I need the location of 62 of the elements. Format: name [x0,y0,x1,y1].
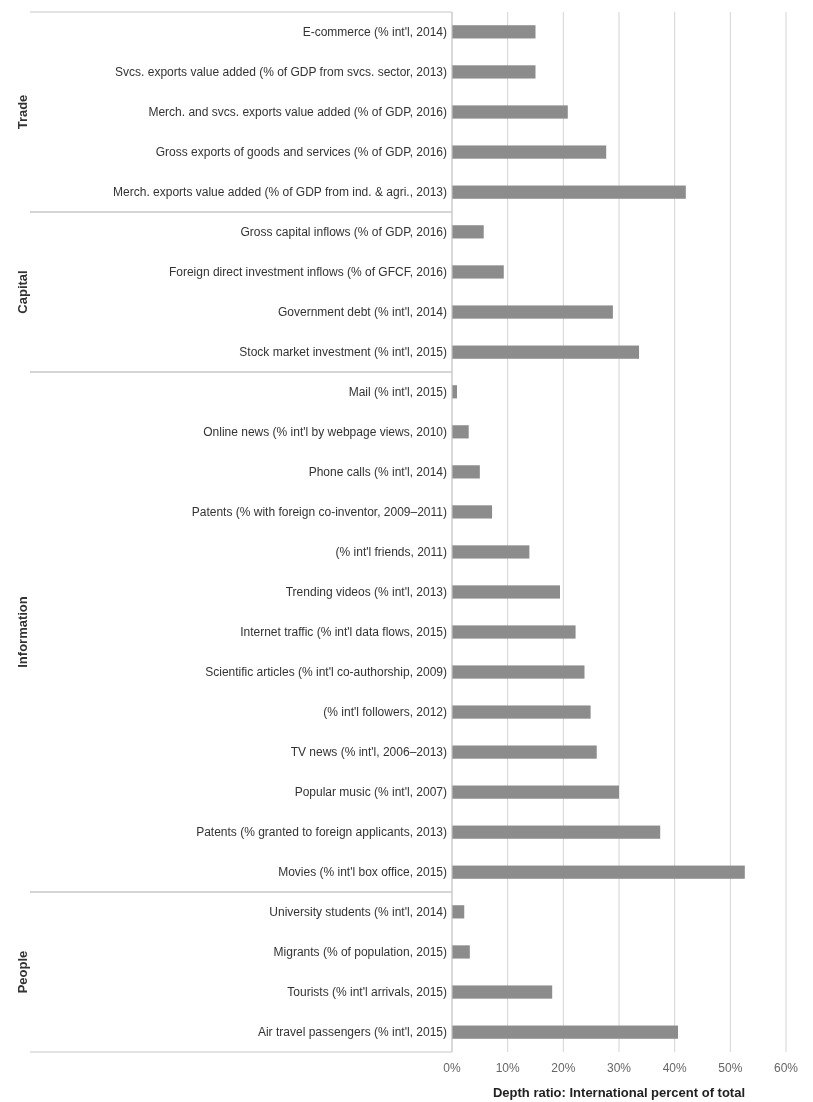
y-tick-label: Phone calls (% int'l, 2014) [308,465,447,480]
bar [452,945,470,959]
y-axis-title: People [14,950,30,994]
bar [452,225,484,239]
y-tick-label: Scientific articles (% int'l co-authorship, 2009) [205,665,447,680]
bar [452,705,591,719]
x-tick-label: 50% [718,1061,743,1075]
y-tick-label: (% int'l friends, 2011) [335,545,447,560]
y-tick-label: Merch. and svcs. exports value added (% of GDP, 2016) [148,105,447,120]
y-axis-title: Trade [14,94,30,130]
x-tick-label: 60% [773,1061,799,1075]
bar [452,265,504,279]
bar [452,985,553,999]
bar [452,1025,679,1039]
bar [452,545,530,559]
y-tick-label: Migrants (% of population, 2015) [273,945,447,960]
bar [452,345,640,359]
x-axis-title: Depth ratio: International percent of total [492,1085,746,1100]
bar [452,585,560,599]
bar [452,825,661,839]
bar [452,625,576,639]
y-tick-label: Stock market investment (% int'l, 2015) [239,345,447,360]
bar [452,25,536,39]
bar [452,65,536,79]
bar [452,745,597,759]
bar [452,465,480,479]
y-tick-label: Foreign direct investment inflows (% of GFCF, 2016) [168,265,447,280]
y-axis-title: Information [14,596,30,668]
bar [452,305,613,319]
y-tick-label: Movies (% int'l box office, 2015) [278,865,447,880]
bar [452,505,493,519]
y-tick-label: Patents (% granted to foreign applicants, 2013) [196,825,447,840]
bar [452,665,585,679]
y-tick-label: Merch. exports value added (% of GDP from ind. & agri., 2013) [113,185,447,200]
y-tick-label: Tourists (% int'l arrivals, 2015) [287,985,447,1000]
y-tick-label: (% int'l followers, 2012) [323,705,447,720]
y-tick-label: Gross exports of goods and services (% of GDP, 2016) [155,145,447,160]
x-tick-label: 30% [606,1061,632,1075]
x-tick-label: 20% [551,1061,576,1075]
y-tick-label: Popular music (% int'l, 2007) [294,785,447,800]
y-tick-label: Svcs. exports value added (% of GDP from svcs. sector, 2013) [115,65,447,80]
y-tick-label: Patents (% with foreign co-inventor, 2009–2011) [191,505,447,520]
x-tick-label: 40% [662,1061,687,1075]
bar [452,105,568,119]
y-axis-title: Capital [14,270,30,314]
x-tick-label: 0% [443,1061,461,1075]
bar [452,145,607,159]
bar [452,785,619,799]
y-tick-label: Internet traffic (% int'l data flows, 2015) [240,625,447,640]
bar [452,185,686,199]
y-tick-label: E-commerce (% int'l, 2014) [302,25,447,40]
y-tick-label: University students (% int'l, 2014) [269,905,447,920]
y-tick-label: Mail (% int'l, 2015) [348,385,447,400]
y-tick-label: Air travel passengers (% int'l, 2015) [257,1025,447,1040]
y-tick-label: Online news (% int'l by webpage views, 2010) [203,425,447,440]
y-tick-label: Government debt (% int'l, 2014) [277,305,447,320]
bar [452,425,469,439]
y-tick-label: TV news (% int'l, 2006–2013) [290,745,447,760]
y-tick-label: Gross capital inflows (% of GDP, 2016) [240,225,447,240]
x-tick-label: 10% [495,1061,520,1075]
bar [452,865,745,879]
y-tick-label: Trending videos (% int'l, 2013) [285,585,447,600]
